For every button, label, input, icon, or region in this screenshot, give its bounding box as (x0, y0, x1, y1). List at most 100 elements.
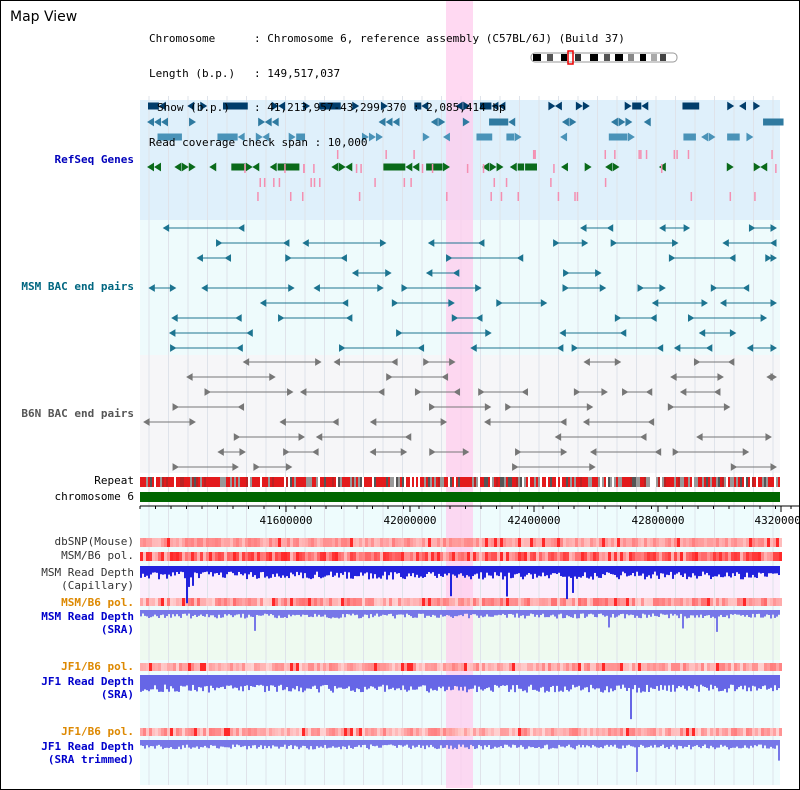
heat-cell (377, 552, 380, 561)
gene-arrow-glyph (235, 314, 242, 322)
depth-bar (498, 675, 500, 688)
track-label-refseq[interactable]: RefSeq Genes (54, 153, 134, 166)
heat-cell (299, 728, 302, 736)
heat-cell (671, 598, 674, 606)
heat-cell (185, 552, 188, 561)
heat-cell (725, 538, 728, 547)
depth-bar (460, 740, 462, 747)
track-label-repeat[interactable]: Repeat (94, 474, 134, 487)
depth-bar (616, 610, 618, 617)
depth-bar (278, 566, 280, 577)
track-label-dbsnp[interactable]: dbSNP(Mouse) (54, 535, 134, 548)
depth-bar (394, 740, 396, 746)
depth-bar (724, 740, 726, 746)
track-label-jf1-depth-trim-1[interactable]: JF1 Read Depth (41, 740, 134, 753)
depth-bar (380, 610, 382, 616)
depth-bar (580, 675, 582, 691)
depth-bar (326, 610, 328, 618)
repeat-segment (684, 477, 686, 487)
ideogram-band (628, 54, 634, 61)
repeat-segment (608, 477, 610, 487)
depth-bar (638, 566, 640, 576)
heat-cell (761, 552, 764, 561)
depth-bar (620, 610, 622, 615)
repeat-segment (710, 477, 712, 487)
repeat-segment (542, 477, 544, 487)
depth-bar (366, 740, 368, 749)
gene-arrow-glyph (186, 373, 193, 381)
depth-bar (500, 675, 502, 686)
depth-bar (338, 566, 340, 578)
heat-cell (263, 538, 266, 547)
heat-cell (500, 538, 503, 547)
refseq-pink-mark (289, 192, 292, 201)
depth-bar (680, 740, 682, 747)
depth-bar (718, 610, 720, 617)
repeat-segment (158, 477, 160, 487)
depth-bar (498, 566, 500, 577)
depth-bar (156, 610, 158, 617)
heat-cell (677, 552, 680, 561)
heat-cell (602, 728, 605, 736)
track-label-b6n-bac[interactable]: B6N BAC end pairs (21, 407, 134, 420)
depth-bar (724, 675, 726, 689)
depth-bar (510, 675, 512, 690)
depth-bar (292, 675, 294, 689)
gene-arrow-glyph (283, 448, 290, 456)
heat-cell (413, 598, 416, 606)
repeat-segment (324, 477, 326, 487)
repeat-segment (778, 477, 780, 487)
heat-cell (236, 728, 239, 736)
depth-bar (432, 610, 434, 615)
depth-bar (464, 740, 466, 748)
track-label-msm-depth-cap-1[interactable]: MSM Read Depth (41, 566, 134, 579)
depth-bar (652, 610, 654, 614)
heat-cell (653, 598, 656, 606)
depth-bar (530, 566, 532, 575)
repeat-segment (168, 477, 170, 487)
heat-cell (491, 598, 494, 606)
heat-cell (428, 728, 431, 736)
heat-cell (545, 728, 548, 736)
depth-bar (534, 740, 536, 749)
depth-bar (202, 566, 204, 573)
heat-cell (734, 552, 737, 561)
track-label-msm-b6-pol-a[interactable]: MSM/B6 pol. (61, 549, 134, 562)
depth-bar (436, 675, 438, 691)
heat-cell (401, 538, 404, 547)
heat-cell (764, 552, 767, 561)
repeat-segment (320, 477, 322, 487)
depth-bar (198, 675, 200, 688)
depth-bar (402, 675, 404, 686)
heat-cell (653, 552, 656, 561)
track-label-jf1-depth-sra-1[interactable]: JF1 Read Depth (41, 675, 134, 688)
track-label-msm-depth-sra-1[interactable]: MSM Read Depth (41, 610, 134, 623)
track-label-msm-b6-pol-b[interactable]: MSM/B6 pol. (61, 596, 134, 609)
depth-bar (528, 675, 530, 687)
heat-cell (302, 538, 305, 547)
track-label-jf1-b6-pol-b[interactable]: JF1/B6 pol. (61, 725, 134, 738)
depth-bar (442, 566, 444, 577)
heat-cell (740, 663, 743, 671)
depth-bar (770, 675, 772, 688)
depth-bar (428, 675, 430, 693)
heat-cell (533, 663, 536, 671)
repeat-segment (518, 477, 520, 487)
track-label-chromosome[interactable]: chromosome 6 (54, 490, 134, 503)
repeat-segment (758, 477, 760, 487)
depth-bar (322, 740, 324, 748)
heat-cell (287, 598, 290, 606)
depth-bar (248, 566, 250, 575)
heat-cell (659, 598, 662, 606)
heat-cell (404, 663, 407, 671)
gene-arrow-glyph (340, 254, 347, 262)
track-label-msm-bac[interactable]: MSM BAC end pairs (21, 280, 134, 293)
gene-arrow-glyph (429, 403, 436, 411)
heat-cell (560, 663, 563, 671)
heat-cell (293, 552, 296, 561)
heat-cell (539, 598, 542, 606)
heat-cell (506, 598, 509, 606)
track-label-jf1-b6-pol-a[interactable]: JF1/B6 pol. (61, 660, 134, 673)
heat-cell (716, 728, 719, 736)
